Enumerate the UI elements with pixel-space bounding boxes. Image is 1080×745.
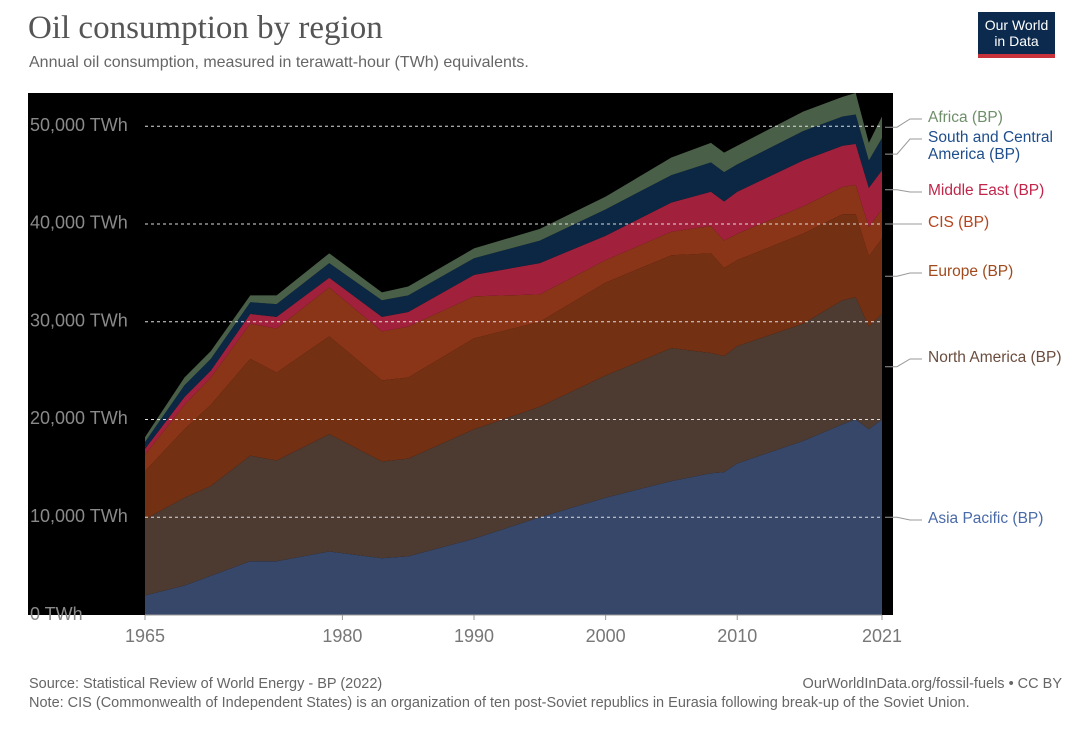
leader-line bbox=[885, 138, 922, 155]
legend-label: CIS (BP) bbox=[928, 214, 990, 231]
y-tick-label: 0 TWh bbox=[30, 604, 83, 624]
note: Note: CIS (Commonwealth of Independent S… bbox=[29, 695, 970, 711]
source: Source: Statistical Review of World Ener… bbox=[29, 676, 383, 692]
area bbox=[145, 143, 882, 455]
legend-label: North America (BP) bbox=[928, 349, 1062, 366]
x-tick-label: 1980 bbox=[322, 626, 362, 646]
x-tick-label: 2010 bbox=[717, 626, 757, 646]
y-tick-label: 40,000 TWh bbox=[30, 213, 128, 233]
leader-line bbox=[885, 272, 922, 277]
leader-line bbox=[885, 118, 922, 128]
legend-label: Africa (BP) bbox=[928, 109, 1003, 126]
legend-label: Europe (BP) bbox=[928, 263, 1014, 280]
area bbox=[145, 114, 882, 449]
legend-label: Middle East (BP) bbox=[928, 182, 1045, 199]
y-tick-label: 50,000 TWh bbox=[30, 115, 128, 135]
x-tick-label: 1990 bbox=[454, 626, 494, 646]
logo[interactable]: Our World in Data bbox=[978, 12, 1055, 58]
y-tick-label: 30,000 TWh bbox=[30, 310, 128, 330]
chart-subtitle: Annual oil consumption, measured in tera… bbox=[29, 54, 529, 71]
legend-label: Asia Pacific (BP) bbox=[928, 510, 1044, 527]
x-tick-label: 2000 bbox=[586, 626, 626, 646]
url[interactable]: OurWorldInData.org/fossil-fuels • CC BY bbox=[802, 676, 1062, 692]
leader-line bbox=[885, 189, 922, 193]
area bbox=[145, 184, 882, 472]
legend-label: South and Central America (BP) bbox=[928, 129, 1053, 163]
area bbox=[145, 214, 882, 520]
y-tick-label: 20,000 TWh bbox=[30, 408, 128, 428]
x-tick-label: 2021 bbox=[862, 626, 902, 646]
y-tick-label: 10,000 TWh bbox=[30, 506, 128, 526]
leader-line bbox=[885, 516, 922, 521]
leader-line bbox=[885, 358, 922, 368]
area bbox=[145, 93, 882, 442]
x-tick-label: 1965 bbox=[125, 626, 165, 646]
area bbox=[145, 297, 882, 596]
area bbox=[145, 419, 882, 615]
chart-title: Oil consumption by region bbox=[28, 10, 383, 46]
